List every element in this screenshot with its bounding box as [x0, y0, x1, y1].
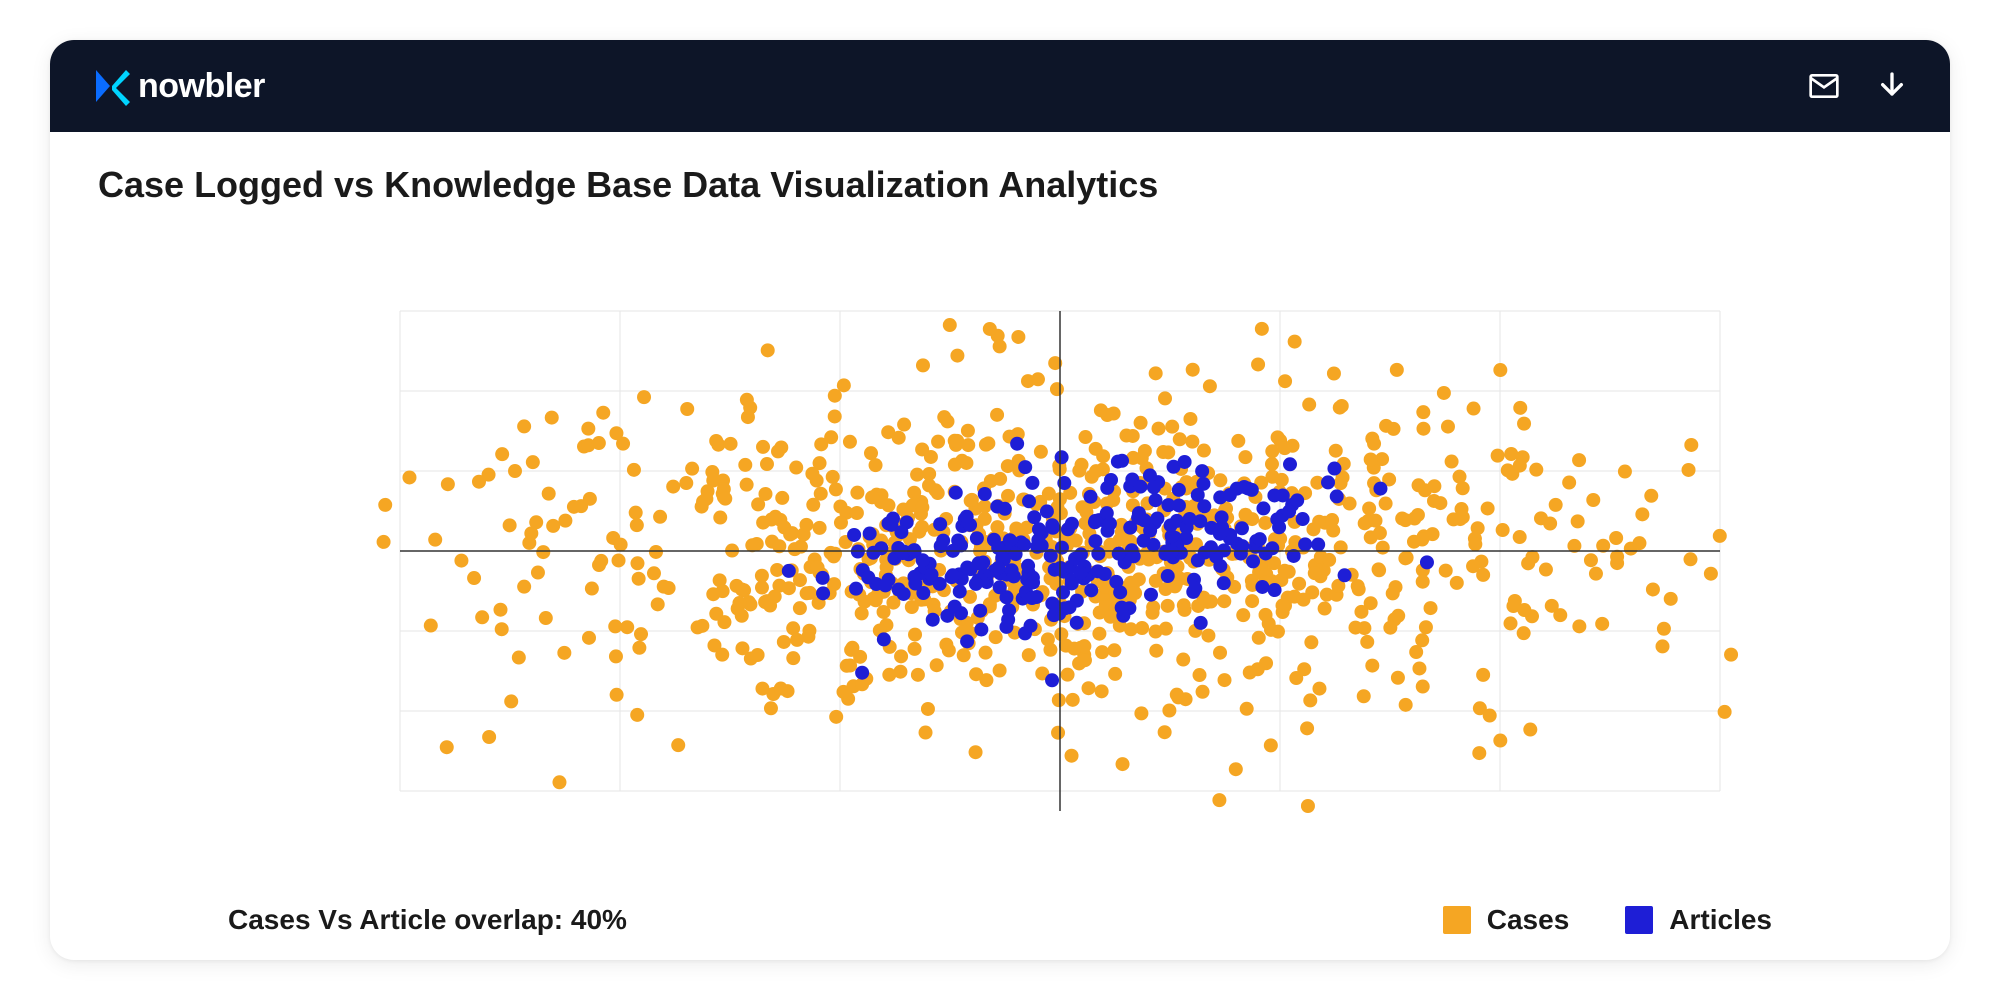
- brand-logo: nowbler: [90, 64, 265, 108]
- scatter-chart: [220, 301, 1780, 821]
- legend-swatch-articles: [1625, 906, 1653, 934]
- legend-item-cases: Cases: [1443, 904, 1570, 936]
- legend: Cases Articles: [1443, 904, 1772, 936]
- dashboard-card: nowbler Case Logged vs Knowledge Base Da…: [50, 40, 1950, 960]
- legend-item-articles: Articles: [1625, 904, 1772, 936]
- brand-mark-icon: [90, 64, 134, 108]
- mail-icon[interactable]: [1806, 68, 1842, 104]
- header-bar: nowbler: [50, 40, 1950, 132]
- content-area: Case Logged vs Knowledge Base Data Visua…: [50, 132, 1950, 960]
- chart-footer: Cases Vs Article overlap: 40% Cases Arti…: [98, 896, 1902, 936]
- download-icon[interactable]: [1874, 68, 1910, 104]
- legend-label-cases: Cases: [1487, 904, 1570, 936]
- brand-name: nowbler: [138, 67, 265, 106]
- header-actions: [1806, 68, 1910, 104]
- legend-swatch-cases: [1443, 906, 1471, 934]
- legend-label-articles: Articles: [1669, 904, 1772, 936]
- overlap-metric: Cases Vs Article overlap: 40%: [228, 904, 627, 936]
- chart-title: Case Logged vs Knowledge Base Data Visua…: [98, 164, 1902, 206]
- chart-container: [98, 226, 1902, 896]
